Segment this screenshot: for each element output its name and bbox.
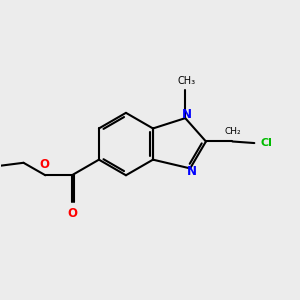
Text: CH₃: CH₃ [178,76,196,85]
Text: Cl: Cl [260,138,272,148]
Text: O: O [67,207,77,220]
Text: O: O [39,158,49,171]
Text: CH₂: CH₂ [224,127,241,136]
Text: N: N [187,166,196,178]
Text: N: N [182,108,192,121]
